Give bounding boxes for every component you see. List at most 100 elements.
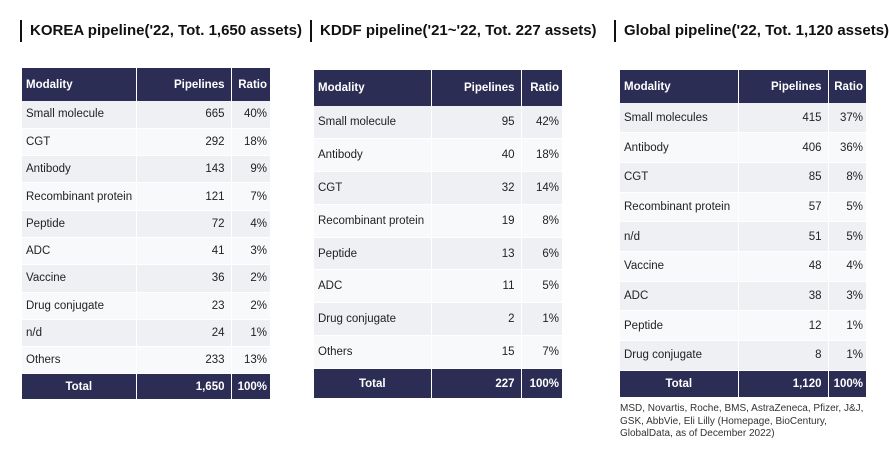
ratio-cell: 8% <box>520 204 562 238</box>
modality-cell: Small molecule <box>314 106 431 140</box>
total-ratio: 100% <box>521 368 562 399</box>
header-modality: Modality <box>22 68 137 101</box>
pipelines-cell: 23 <box>135 292 231 320</box>
table-row: Drug conjugate 23 2% <box>22 292 270 320</box>
pipelines-cell: 2 <box>430 302 521 337</box>
table-row: n/d 24 1% <box>22 319 270 348</box>
header-modality: Modality <box>620 70 739 103</box>
kddf-pipeline-title: KDDF pipeline('21~'22, Tot. 227 assets) <box>310 20 597 42</box>
ratio-cell: 36% <box>827 132 866 163</box>
pipelines-cell: 292 <box>135 128 231 157</box>
modality-cell: CGT <box>22 128 136 157</box>
pipelines-cell: 38 <box>737 281 828 312</box>
table-row: Drug conjugate 8 1% <box>620 340 866 371</box>
global-pipeline-table: Modality Pipelines Ratio Small molecules… <box>620 70 866 398</box>
pipelines-cell: 233 <box>135 346 231 375</box>
modality-cell: Drug conjugate <box>620 340 738 371</box>
ratio-cell: 3% <box>827 281 866 312</box>
table-row: Recombinant protein 19 8% <box>314 204 562 238</box>
ratio-cell: 1% <box>520 302 562 337</box>
total-ratio: 100% <box>231 373 270 399</box>
total-label: Total <box>620 370 739 398</box>
ratio-cell: 1% <box>827 340 866 371</box>
total-row: Total 1,120 100% <box>620 370 866 398</box>
global-pipeline-title: Global pipeline('22, Tot. 1,120 assets) <box>614 20 889 42</box>
header-pipelines: Pipelines <box>136 68 232 101</box>
modality-cell: Drug conjugate <box>314 302 431 337</box>
table-row: Antibody 40 18% <box>314 138 562 173</box>
modality-cell: Vaccine <box>22 264 136 293</box>
modality-cell: Small molecule <box>22 101 136 129</box>
ratio-cell: 1% <box>827 310 866 341</box>
pipelines-cell: 11 <box>430 269 521 304</box>
korea-pipeline-table: Modality Pipelines Ratio Small molecule 6… <box>22 68 270 399</box>
modality-cell: n/d <box>22 319 136 348</box>
modality-cell: CGT <box>620 162 738 193</box>
table-row: Peptide 72 4% <box>22 210 270 238</box>
modality-cell: Peptide <box>620 310 738 341</box>
table-row: Small molecules 415 37% <box>620 103 866 134</box>
modality-cell: n/d <box>620 221 738 252</box>
ratio-cell: 8% <box>827 162 866 193</box>
pipelines-cell: 51 <box>737 221 828 252</box>
total-ratio: 100% <box>828 370 866 398</box>
pipelines-cell: 8 <box>737 340 828 371</box>
pipelines-cell: 95 <box>430 106 521 140</box>
ratio-cell: 4% <box>230 210 270 238</box>
table-row: ADC 11 5% <box>314 269 562 304</box>
modality-cell: Drug conjugate <box>22 292 136 320</box>
modality-cell: Antibody <box>22 155 136 184</box>
table-row: Peptide 12 1% <box>620 310 866 341</box>
table-row: CGT 292 18% <box>22 128 270 157</box>
pipelines-cell: 415 <box>737 103 828 134</box>
pipelines-cell: 36 <box>135 264 231 293</box>
pipelines-cell: 121 <box>135 182 231 211</box>
ratio-cell: 42% <box>520 106 562 140</box>
pipelines-cell: 40 <box>430 138 521 173</box>
modality-cell: Recombinant protein <box>22 182 136 211</box>
ratio-cell: 14% <box>520 171 562 205</box>
pipelines-cell: 19 <box>430 204 521 238</box>
table-row: CGT 32 14% <box>314 171 562 205</box>
modality-cell: Peptide <box>314 237 431 271</box>
pipelines-cell: 32 <box>430 171 521 205</box>
pipelines-cell: 143 <box>135 155 231 184</box>
table-row: Peptide 13 6% <box>314 237 562 271</box>
pipelines-cell: 41 <box>135 237 231 266</box>
ratio-cell: 7% <box>520 335 562 369</box>
pipelines-cell: 85 <box>737 162 828 193</box>
modality-cell: ADC <box>22 237 136 266</box>
table-row: Vaccine 36 2% <box>22 264 270 293</box>
header-ratio: Ratio <box>231 68 270 101</box>
table-row: Small molecule 95 42% <box>314 106 562 140</box>
pipelines-cell: 48 <box>737 251 828 282</box>
table-row: Small molecule 665 40% <box>22 101 270 129</box>
total-pipelines: 227 <box>431 368 522 399</box>
pipelines-cell: 665 <box>135 101 231 129</box>
table-header-row: Modality Pipelines Ratio <box>314 70 562 106</box>
modality-cell: Small molecules <box>620 103 738 134</box>
ratio-cell: 6% <box>520 237 562 271</box>
table-row: ADC 38 3% <box>620 281 866 312</box>
ratio-cell: 18% <box>230 128 270 157</box>
modality-cell: Antibody <box>314 138 431 173</box>
total-row: Total 227 100% <box>314 368 562 399</box>
ratio-cell: 5% <box>827 192 866 223</box>
total-pipelines: 1,120 <box>738 370 829 398</box>
table-row: n/d 51 5% <box>620 221 866 252</box>
modality-cell: Others <box>314 335 431 369</box>
table-row: Others 15 7% <box>314 335 562 369</box>
kddf-pipeline-table: Modality Pipelines Ratio Small molecule 9… <box>314 70 562 399</box>
modality-cell: Recombinant protein <box>620 192 738 223</box>
pipelines-cell: 57 <box>737 192 828 223</box>
table-row: Antibody 406 36% <box>620 132 866 163</box>
modality-cell: Antibody <box>620 132 738 163</box>
modality-cell: ADC <box>620 281 738 312</box>
table-header-row: Modality Pipelines Ratio <box>22 68 270 101</box>
ratio-cell: 5% <box>520 269 562 304</box>
pipelines-cell: 13 <box>430 237 521 271</box>
ratio-cell: 13% <box>230 346 270 375</box>
modality-cell: Peptide <box>22 210 136 238</box>
pipelines-cell: 12 <box>737 310 828 341</box>
header-ratio: Ratio <box>521 70 562 106</box>
